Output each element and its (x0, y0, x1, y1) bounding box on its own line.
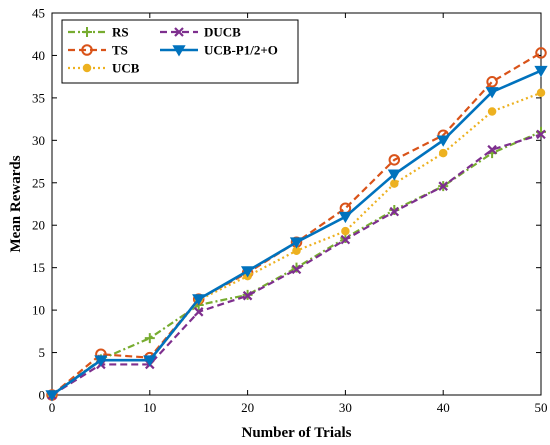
y-tick-label: 10 (32, 303, 45, 318)
data-point (389, 206, 400, 217)
x-tick-label: 50 (535, 400, 548, 415)
data-point (289, 237, 304, 249)
data-point (291, 264, 302, 275)
y-tick-label: 25 (32, 175, 45, 190)
data-point (536, 129, 546, 140)
data-point (536, 88, 546, 98)
data-point (144, 333, 155, 344)
x-tick-label: 30 (339, 400, 352, 415)
data-point (388, 154, 401, 166)
data-point (172, 45, 186, 57)
data-point (341, 226, 350, 236)
y-tick-label: 5 (39, 345, 46, 360)
x-tick-label: 20 (241, 400, 254, 415)
legend-entry: UCB-P1/2+O (160, 43, 278, 58)
data-point (486, 76, 498, 88)
data-point (438, 148, 448, 158)
data-point (438, 181, 448, 191)
x-tick-label: 40 (437, 400, 450, 415)
data-point (143, 355, 157, 367)
series-ducb (47, 129, 546, 400)
x-axis-title: Number of Trials (241, 425, 351, 441)
legend-entry: RS (68, 25, 129, 40)
legend-label: RS (112, 25, 129, 40)
data-point (192, 294, 206, 306)
legend-label: DUCB (204, 25, 241, 40)
y-tick-label: 0 (39, 388, 46, 403)
legend-entry: DUCB (160, 25, 241, 40)
y-axis-title: Mean Rewards (8, 155, 24, 252)
y-tick-label: 15 (32, 260, 45, 275)
y-tick-label: 20 (32, 218, 45, 233)
data-point (534, 65, 548, 78)
x-tick-label: 10 (143, 400, 156, 415)
series-line (51, 133, 542, 396)
legend-label: TS (112, 43, 128, 58)
legend-label: UCB-P1/2+O (204, 43, 278, 58)
legend: RS TS UCB DUCB UCB-P1/2+O (61, 19, 299, 84)
data-point (487, 107, 497, 116)
legend-label: UCB (112, 61, 140, 76)
data-point (240, 266, 255, 278)
y-tick-label: 30 (32, 133, 45, 148)
data-point (535, 47, 547, 59)
data-point (81, 44, 93, 56)
y-tick-label: 45 (32, 6, 45, 21)
y-tick-label: 40 (32, 48, 45, 63)
data-point (387, 169, 401, 181)
axis-ticks: 0 10 20 30 40 50 0 5 10 15 20 25 30 35 40 45 (32, 6, 548, 416)
series-group (45, 47, 548, 402)
data-point (487, 144, 497, 155)
data-point (485, 87, 499, 99)
data-point (82, 63, 92, 73)
data-point (94, 355, 108, 367)
data-point (340, 234, 351, 245)
y-tick-label: 35 (32, 90, 45, 105)
data-point (45, 390, 59, 402)
data-point (242, 290, 253, 301)
data-point (436, 135, 450, 147)
legend-entry: TS (68, 43, 128, 58)
data-point (82, 27, 92, 37)
data-point (390, 179, 399, 188)
legend-entry: UCB (68, 61, 140, 76)
data-point (174, 27, 184, 37)
data-point (338, 211, 353, 224)
x-tick-label: 0 (49, 400, 56, 415)
series-ucb-p1-2-o (45, 65, 548, 402)
data-point (193, 307, 204, 317)
